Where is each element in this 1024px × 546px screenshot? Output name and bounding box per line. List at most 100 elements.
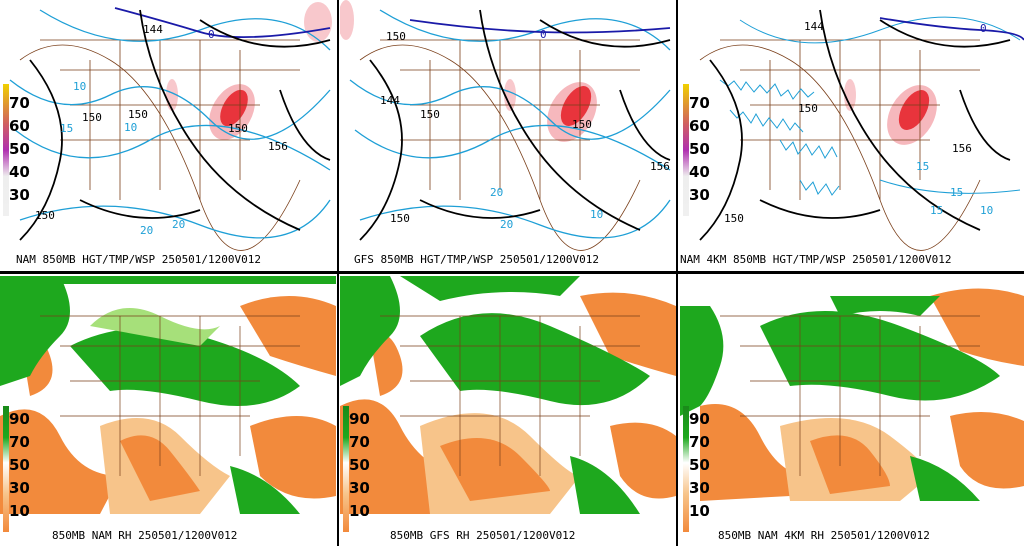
panel-caption: GFS 850MB HGT/TMP/WSP 250501/1200V012 xyxy=(354,253,600,266)
contour-label: 150 xyxy=(420,108,440,121)
freezing-line xyxy=(879,17,1024,41)
temperature-contours xyxy=(719,16,1021,196)
state-borders xyxy=(720,315,980,476)
contour-label: 10 xyxy=(124,121,137,134)
contour-label: 15 xyxy=(930,204,943,217)
map-nam-rh xyxy=(0,276,336,514)
contour-label: 0 xyxy=(540,28,547,41)
scale-label: 90 xyxy=(689,410,710,428)
scale-label: 50 xyxy=(9,140,30,158)
contour-label: 150 xyxy=(798,102,818,115)
state-borders xyxy=(699,39,981,251)
contour-label: 150 xyxy=(386,30,406,43)
map-gfs-rh xyxy=(340,276,676,514)
contour-label: 144 xyxy=(143,23,163,36)
rh-scale-labels: 90 70 50 30 10 xyxy=(9,408,30,523)
scale-label: 50 xyxy=(9,456,30,474)
contour-label: 20 xyxy=(500,218,513,231)
rh-moist-areas xyxy=(0,276,336,514)
contour-label: 20 xyxy=(490,186,503,199)
map-nam4km-wind: 144 0 150 156 150 15 15 15 10 xyxy=(699,9,1024,251)
contour-label: 150 xyxy=(724,212,744,225)
contour-label: 150 xyxy=(228,122,248,135)
contour-label: 144 xyxy=(804,20,824,33)
scale-label: 30 xyxy=(349,479,370,497)
temperature-contours xyxy=(9,9,331,239)
scale-label: 70 xyxy=(689,94,710,112)
contour-label: 150 xyxy=(572,118,592,131)
panel-nam-wind: 144 0 150 150 156 10 150 150 20 20 15 10… xyxy=(0,0,336,270)
rh-color-scale xyxy=(683,406,689,532)
scale-label: 10 xyxy=(9,502,30,520)
contour-label: 156 xyxy=(268,140,288,153)
scale-label: 30 xyxy=(9,479,30,497)
contour-label: 15 xyxy=(950,186,963,199)
state-borders xyxy=(380,315,640,476)
contour-labels: 144 0 150 156 150 15 15 15 10 xyxy=(724,20,993,225)
scale-label: 90 xyxy=(349,410,370,428)
wind-speed-fill xyxy=(844,79,937,145)
rh-scale-labels: 90 70 50 30 10 xyxy=(689,408,710,523)
contour-label: 15 xyxy=(60,122,73,135)
contour-label: 156 xyxy=(952,142,972,155)
scale-label: 60 xyxy=(689,117,710,135)
scale-label: 30 xyxy=(689,479,710,497)
freezing-line xyxy=(114,7,331,39)
contour-label: 10 xyxy=(980,204,993,217)
map-nam4km-rh xyxy=(680,276,1024,514)
contour-label: 20 xyxy=(172,218,185,231)
wind-color-scale xyxy=(3,84,9,216)
scale-label: 50 xyxy=(349,456,370,474)
panel-nam-rh: 90 70 50 30 10 850MB NAM RH 250501/1200V… xyxy=(0,276,336,546)
rh-moist-areas xyxy=(340,276,650,514)
scale-label: 60 xyxy=(9,117,30,135)
wind-scale-labels: 70 60 50 40 30 xyxy=(9,92,30,207)
scale-label: 50 xyxy=(689,140,710,158)
freezing-line xyxy=(409,19,671,34)
panel-caption: 850MB NAM RH 250501/1200V012 xyxy=(52,529,238,542)
scale-label: 10 xyxy=(689,502,710,520)
panel-caption: 850MB NAM 4KM RH 250501/1200V012 xyxy=(718,529,930,542)
wind-color-scale xyxy=(683,84,689,216)
scale-label: 40 xyxy=(9,163,30,181)
contour-label: 150 xyxy=(390,212,410,225)
contour-label: 10 xyxy=(590,208,603,221)
panel-caption: NAM 850MB HGT/TMP/WSP 250501/1200V012 xyxy=(16,253,262,266)
contour-label: 150 xyxy=(128,108,148,121)
contour-label: 15 xyxy=(916,160,929,173)
panel-nam4km-rh: 90 70 50 30 10 850MB NAM 4KM RH 250501/1… xyxy=(680,276,1024,546)
temperature-contours xyxy=(349,9,671,239)
scale-label: 70 xyxy=(689,433,710,451)
scale-label: 10 xyxy=(349,502,370,520)
panel-gfs-rh: 90 70 50 30 10 850MB GFS RH 250501/1200V… xyxy=(340,276,676,546)
height-contours xyxy=(19,9,331,241)
panel-caption: NAM 4KM 850MB HGT/TMP/WSP 250501/1200V01… xyxy=(680,253,952,266)
height-contours xyxy=(699,9,1011,241)
scale-label: 40 xyxy=(689,163,710,181)
scale-label: 70 xyxy=(9,94,30,112)
contour-labels: 144 0 150 150 156 10 150 150 20 20 15 10 xyxy=(35,23,288,237)
panel-caption: 850MB GFS RH 250501/1200V012 xyxy=(390,529,576,542)
scale-label: 30 xyxy=(689,186,710,204)
contour-label: 150 xyxy=(82,111,102,124)
contour-label: 0 xyxy=(208,28,215,41)
panel-nam4km-wind: 144 0 150 156 150 15 15 15 10 70 60 50 4… xyxy=(680,0,1024,270)
rh-color-scale xyxy=(343,406,349,532)
rh-dry-areas xyxy=(0,296,336,514)
scale-label: 90 xyxy=(9,410,30,428)
scale-label: 50 xyxy=(689,456,710,474)
contour-labels: 150 0 150 150 156 150 20 20 10 144 xyxy=(380,28,670,231)
contour-label: 156 xyxy=(650,160,670,173)
contour-label: 0 xyxy=(980,22,987,35)
rh-dry-areas xyxy=(700,288,1024,501)
contour-label: 150 xyxy=(35,209,55,222)
scale-label: 70 xyxy=(9,433,30,451)
scale-label: 70 xyxy=(349,433,370,451)
wind-speed-fill xyxy=(340,0,597,142)
map-nam-wind: 144 0 150 150 156 10 150 150 20 20 15 10 xyxy=(9,2,332,251)
rh-scale-labels: 90 70 50 30 10 xyxy=(349,408,370,523)
panel-divider xyxy=(0,271,1024,274)
contour-label: 20 xyxy=(140,224,153,237)
panel-gfs-wind: 150 0 150 150 156 150 20 20 10 144 GFS 8… xyxy=(340,0,676,270)
contour-label: 144 xyxy=(380,94,400,107)
